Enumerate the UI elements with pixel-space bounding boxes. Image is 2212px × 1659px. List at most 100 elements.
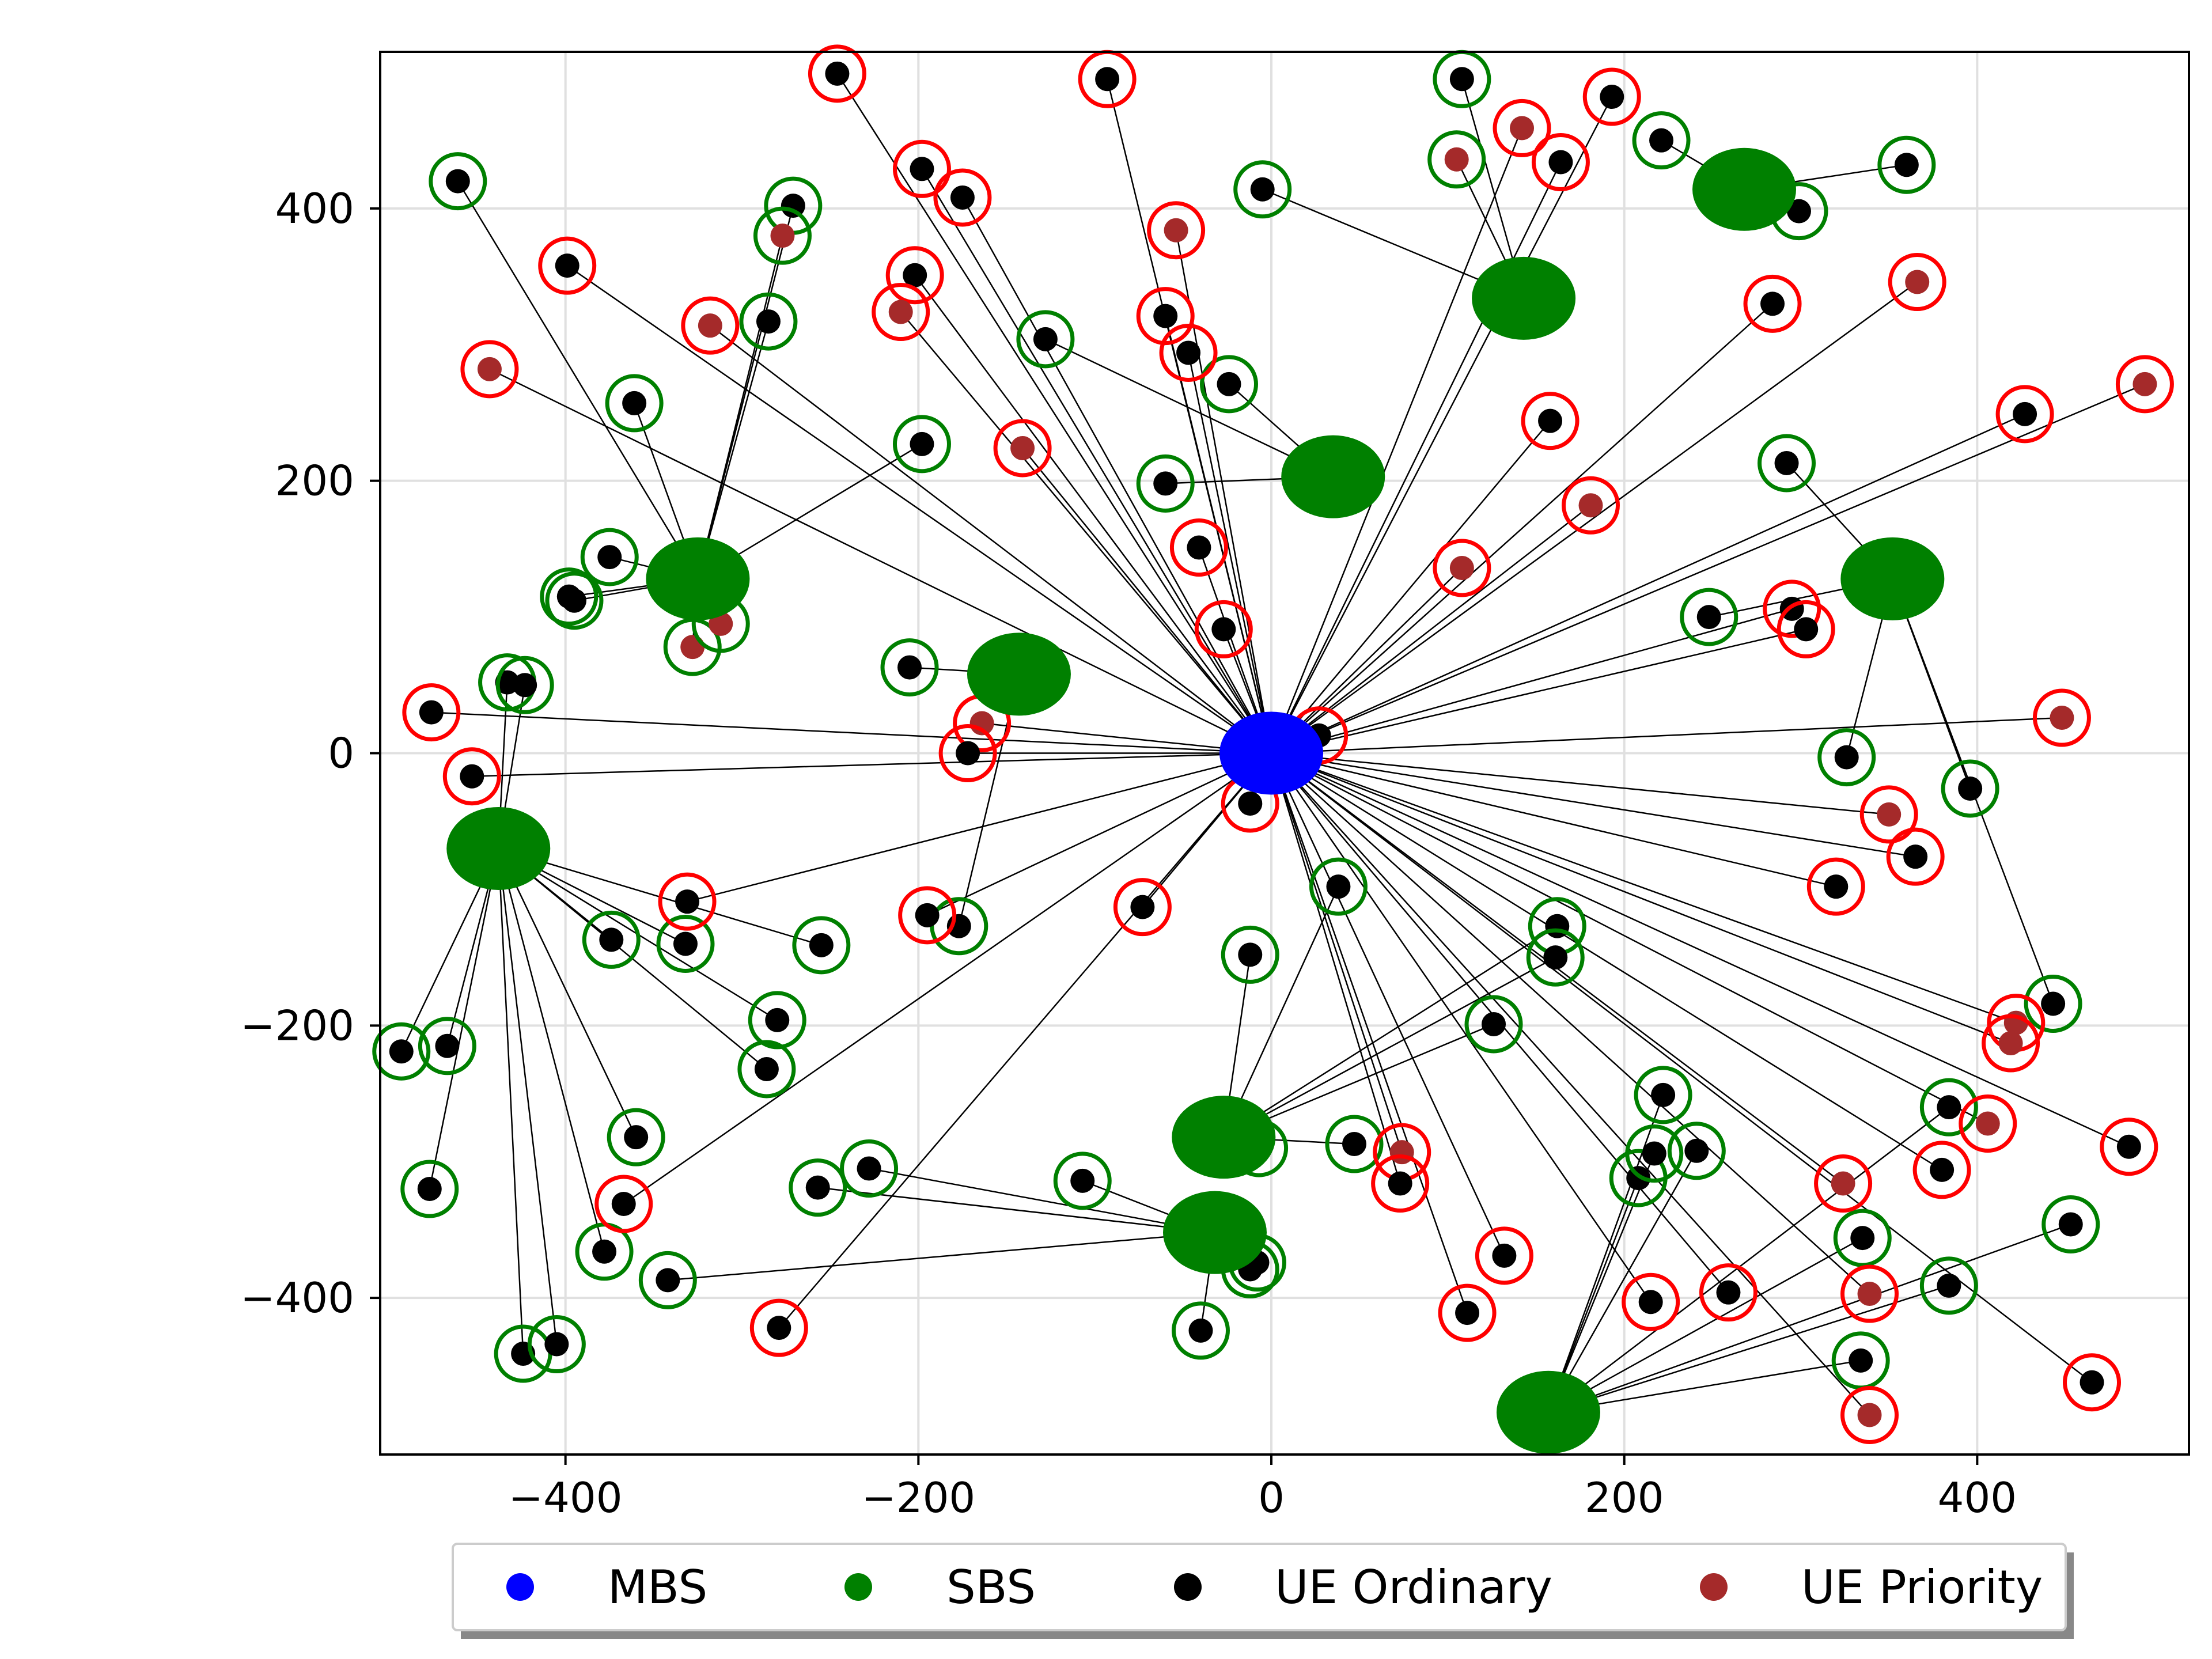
ue-ordinary-point xyxy=(1894,153,1919,177)
ue-ordinary-point xyxy=(417,1177,442,1202)
ue-ordinary-point xyxy=(1600,85,1624,109)
ue-link-line xyxy=(1270,752,1505,1256)
ue-link-line xyxy=(697,321,770,579)
sbs-point xyxy=(967,632,1071,716)
ue-association-ring xyxy=(1806,857,1865,916)
ue-ordinary-point xyxy=(756,309,781,334)
ue-ordinary-point xyxy=(389,1039,414,1064)
sbs-point xyxy=(1281,435,1385,518)
ue-association-ring xyxy=(1814,1154,1873,1213)
ue-association-ring xyxy=(638,1251,697,1309)
ue-ordinary-point xyxy=(611,1192,636,1217)
ue-association-ring xyxy=(1233,160,1292,219)
ue-association-ring xyxy=(1667,1122,1726,1180)
ue-link-line xyxy=(869,1168,1215,1233)
ue-priority-point xyxy=(477,357,502,381)
x-tick-label: −200 xyxy=(861,1474,975,1522)
ue-link-line xyxy=(1022,448,1272,754)
ue-ordinary-point xyxy=(805,1175,830,1200)
ue-link-line xyxy=(817,1187,1215,1233)
ue-association-ring xyxy=(1912,1141,1971,1199)
ue-priority-point xyxy=(1444,147,1469,172)
sbs-point xyxy=(1840,537,1945,620)
ue-association-ring xyxy=(1562,476,1620,535)
ue-association-ring xyxy=(1995,385,2054,444)
ue-ordinary-point xyxy=(1492,1243,1517,1268)
ue-link-line xyxy=(778,752,1272,1328)
ue-priority-point xyxy=(888,300,913,324)
ue-ordinary-point xyxy=(2116,1134,2141,1159)
ue-link-line xyxy=(472,752,1272,777)
ue-link-line xyxy=(1271,752,1836,888)
ue-ordinary-point xyxy=(675,889,700,914)
ue-link-line xyxy=(429,848,499,1190)
ue-link-line xyxy=(668,1232,1215,1281)
ue-association-ring xyxy=(1309,857,1368,916)
legend-label-ue-priority: UE Priority xyxy=(1801,1560,2043,1614)
ue-ordinary-point xyxy=(781,194,805,218)
ue-ordinary-point xyxy=(1250,177,1275,202)
ue-ordinary-point xyxy=(1834,745,1859,770)
ue-association-ring xyxy=(1840,1385,1899,1444)
ue-association-ring xyxy=(789,1158,847,1217)
ue-association-ring xyxy=(1634,1066,1692,1124)
ue-ordinary-point xyxy=(897,655,922,680)
ue-link-line xyxy=(1271,752,1889,816)
ue-association-ring xyxy=(749,1298,808,1357)
ue-association-ring xyxy=(580,528,639,586)
sbs-point xyxy=(1496,1370,1600,1454)
ue-priority-point xyxy=(2133,372,2157,396)
ue-association-ring xyxy=(993,419,1052,478)
y-tick-label: −400 xyxy=(240,1274,354,1322)
ue-link-line xyxy=(1548,1107,1950,1413)
ue-association-ring xyxy=(872,283,930,342)
ue-association-ring xyxy=(1171,1301,1230,1360)
ue-association-ring xyxy=(1136,454,1195,513)
ue-link-line xyxy=(1270,753,1468,1313)
ue-association-ring xyxy=(402,683,461,742)
ue-association-ring xyxy=(1888,253,1946,312)
ue-association-ring xyxy=(400,1160,459,1218)
ue-priority-point xyxy=(1975,1111,2000,1136)
ue-link-line xyxy=(1270,753,1401,1184)
ue-ordinary-point xyxy=(2041,991,2066,1016)
ue-association-ring xyxy=(880,638,939,697)
ue-ordinary-point xyxy=(1187,535,1211,560)
ue-priority-point xyxy=(1877,802,1902,827)
ue-priority-point xyxy=(1857,1403,1882,1427)
ue-link-line xyxy=(1223,886,1339,1138)
axis-ticks: −400 −200 0 200 400 −400 −200 0 200 400 xyxy=(240,184,2017,1522)
ue-association-ring xyxy=(418,1017,476,1075)
legend-label-mbs: MBS xyxy=(608,1560,707,1614)
ue-association-ring xyxy=(1680,588,1738,646)
ue-ordinary-point xyxy=(1449,67,1474,92)
ue-association-ring xyxy=(1427,130,1486,189)
ue-priority-point xyxy=(1831,1171,1855,1196)
ue-link-line xyxy=(489,368,1272,754)
ue-ordinary-point xyxy=(1937,1095,1961,1120)
ue-ordinary-point xyxy=(2080,1370,2104,1395)
ue-association-ring xyxy=(605,374,664,433)
ue-link-line xyxy=(623,752,1272,1205)
ue-association-ring xyxy=(840,1139,899,1198)
ue-link-line xyxy=(498,848,605,1252)
ue-link-line xyxy=(1271,420,1551,754)
ue-association-ring xyxy=(1464,995,1523,1054)
ue-association-ring xyxy=(1582,67,1641,126)
y-tick-label: 0 xyxy=(328,729,354,778)
ue-ordinary-point xyxy=(555,253,579,278)
mbs-point xyxy=(1219,711,1324,795)
y-tick-label: 200 xyxy=(275,457,354,505)
ue-ordinary-point xyxy=(1638,1290,1663,1315)
ue-association-ring xyxy=(1886,827,1945,886)
ue-ordinary-point xyxy=(767,1316,791,1340)
ue-ordinary-point xyxy=(624,1125,649,1150)
ue-link-line xyxy=(1271,303,1773,754)
ue-association-ring xyxy=(656,914,715,973)
ue-association-ring xyxy=(442,747,501,806)
ue-link-line xyxy=(1271,752,2130,1147)
ue-ordinary-point xyxy=(544,1332,569,1357)
ue-ordinary-point xyxy=(857,1156,881,1181)
ue-association-ring xyxy=(892,139,951,198)
ue-ordinary-point xyxy=(460,764,484,789)
